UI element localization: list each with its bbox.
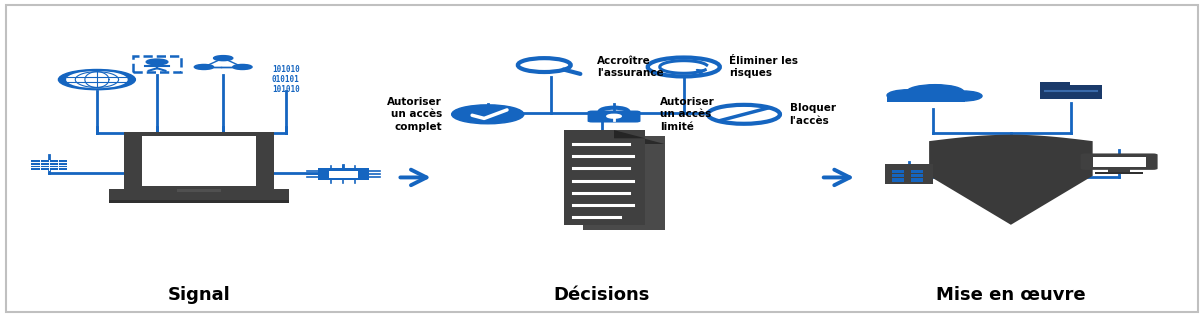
FancyBboxPatch shape bbox=[132, 55, 181, 72]
Text: 101010
010101
101010: 101010 010101 101010 bbox=[272, 65, 300, 94]
FancyBboxPatch shape bbox=[1040, 85, 1103, 99]
Circle shape bbox=[887, 90, 931, 101]
FancyBboxPatch shape bbox=[1040, 82, 1070, 86]
Text: Autoriser
un accès
complet: Autoriser un accès complet bbox=[388, 96, 442, 132]
FancyBboxPatch shape bbox=[885, 165, 933, 184]
Circle shape bbox=[59, 69, 135, 90]
Text: Décisions: Décisions bbox=[554, 286, 650, 304]
Text: Signal: Signal bbox=[167, 286, 230, 304]
Text: Bloquer
l'accès: Bloquer l'accès bbox=[790, 103, 836, 126]
Circle shape bbox=[194, 64, 213, 69]
Text: Autoriser
un accès
limité: Autoriser un accès limité bbox=[660, 96, 714, 132]
FancyBboxPatch shape bbox=[911, 170, 923, 173]
FancyBboxPatch shape bbox=[1081, 153, 1157, 170]
Text: Éliminer les
risques: Éliminer les risques bbox=[730, 55, 798, 78]
Circle shape bbox=[452, 105, 524, 124]
Circle shape bbox=[213, 55, 232, 61]
FancyBboxPatch shape bbox=[563, 130, 645, 225]
Polygon shape bbox=[929, 135, 1093, 225]
FancyBboxPatch shape bbox=[588, 111, 641, 122]
FancyBboxPatch shape bbox=[583, 136, 665, 230]
Circle shape bbox=[232, 64, 252, 69]
FancyBboxPatch shape bbox=[892, 178, 904, 182]
Circle shape bbox=[708, 105, 780, 124]
Circle shape bbox=[648, 57, 720, 76]
Text: Mise en œuvre: Mise en œuvre bbox=[936, 286, 1086, 304]
FancyBboxPatch shape bbox=[1109, 168, 1129, 174]
FancyBboxPatch shape bbox=[124, 132, 275, 192]
Circle shape bbox=[146, 59, 167, 65]
FancyBboxPatch shape bbox=[108, 199, 289, 203]
FancyBboxPatch shape bbox=[892, 170, 904, 173]
FancyBboxPatch shape bbox=[142, 136, 256, 186]
FancyBboxPatch shape bbox=[177, 189, 220, 192]
Circle shape bbox=[67, 72, 126, 87]
FancyBboxPatch shape bbox=[1096, 172, 1143, 174]
FancyBboxPatch shape bbox=[318, 168, 368, 180]
Circle shape bbox=[907, 85, 964, 100]
FancyBboxPatch shape bbox=[108, 190, 289, 199]
Text: Accroître
l'assurance: Accroître l'assurance bbox=[597, 55, 663, 78]
FancyBboxPatch shape bbox=[892, 174, 904, 177]
FancyBboxPatch shape bbox=[329, 171, 358, 178]
Polygon shape bbox=[633, 136, 665, 144]
Circle shape bbox=[944, 91, 982, 101]
Polygon shape bbox=[614, 130, 645, 138]
FancyBboxPatch shape bbox=[6, 5, 1198, 312]
FancyBboxPatch shape bbox=[911, 174, 923, 177]
FancyBboxPatch shape bbox=[31, 160, 67, 170]
Circle shape bbox=[518, 58, 571, 72]
FancyBboxPatch shape bbox=[887, 95, 966, 102]
FancyBboxPatch shape bbox=[1093, 157, 1145, 167]
FancyBboxPatch shape bbox=[911, 178, 923, 182]
Circle shape bbox=[607, 114, 621, 118]
